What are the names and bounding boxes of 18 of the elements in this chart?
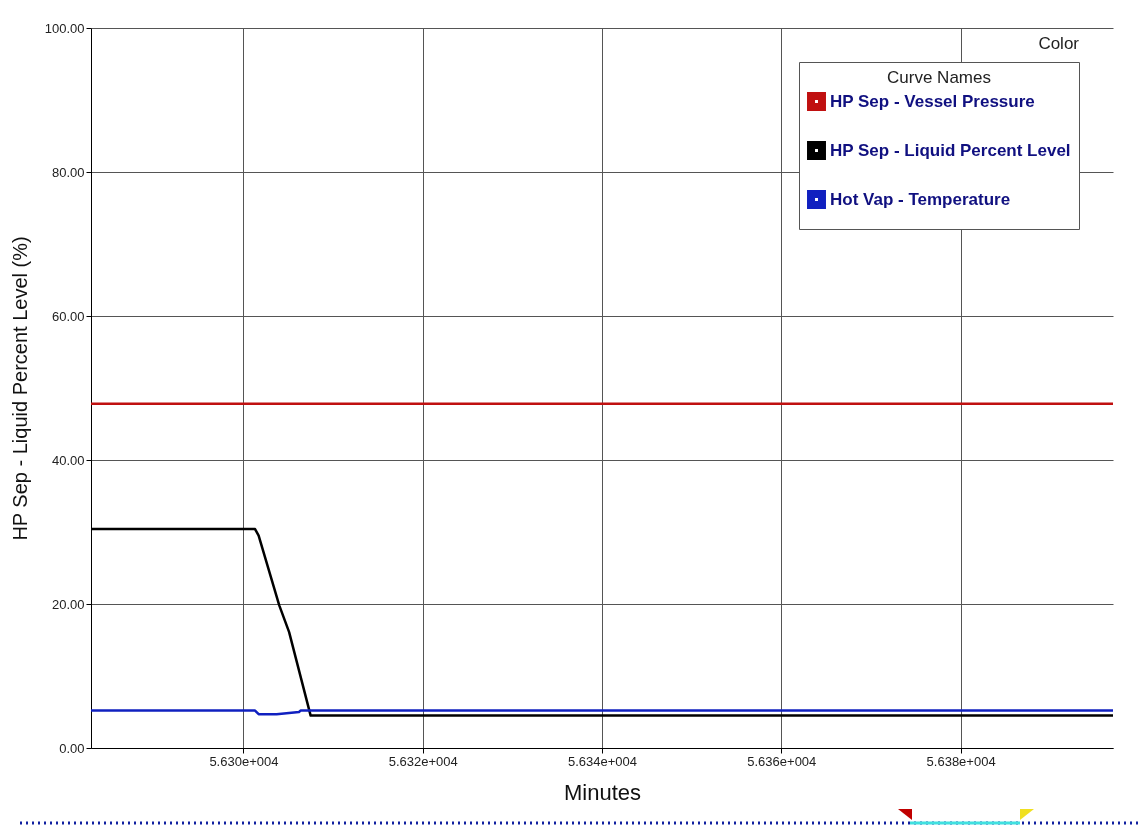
- y-tick-label: 80.00: [51, 164, 85, 180]
- y-tick-label: 60.00: [51, 308, 85, 324]
- x-tick-label: 5.636e+004: [747, 753, 817, 769]
- x-tick-label: 5.630e+004: [209, 753, 279, 769]
- x-axis-title: Minutes: [563, 779, 642, 805]
- x-tick-label: 5.632e+004: [388, 753, 458, 769]
- y-tick-label: 0.00: [59, 740, 85, 756]
- annotation: Color: [1038, 34, 1080, 53]
- legend-label: Hot Vap - Temperature: [830, 189, 1011, 209]
- legend-label: HP Sep - Liquid Percent Level: [830, 140, 1071, 160]
- y-tick-label: 100.00: [44, 20, 85, 36]
- y-axis-title: HP Sep - Liquid Percent Level (%): [8, 236, 31, 541]
- x-tick-label: 5.634e+004: [567, 753, 638, 769]
- y-tick-label: 40.00: [51, 452, 85, 468]
- x-tick-label: 5.638e+004: [926, 753, 996, 769]
- legend-label: HP Sep - Vessel Pressure: [830, 91, 1035, 111]
- legend-title: Curve Names: [887, 68, 991, 87]
- y-tick-label: 20.00: [51, 596, 85, 612]
